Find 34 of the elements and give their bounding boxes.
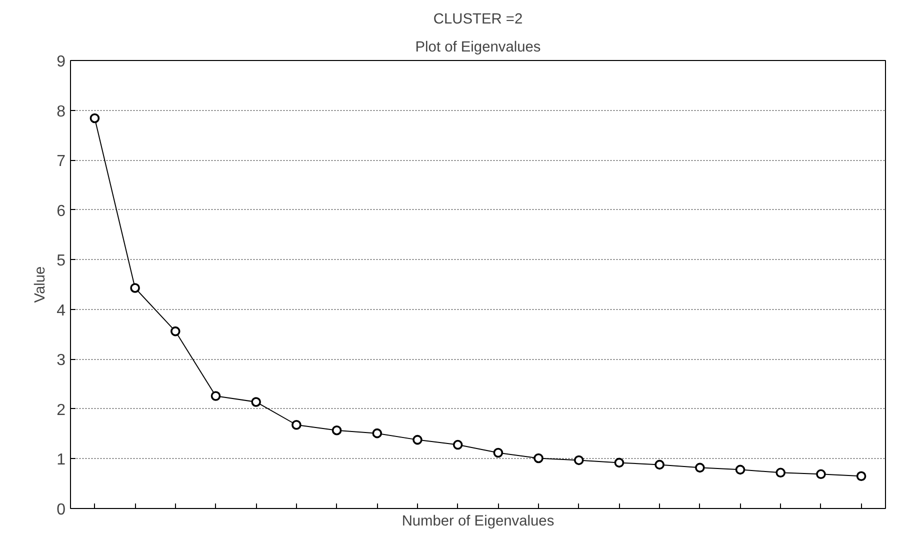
point bbox=[654, 460, 664, 470]
point bbox=[856, 471, 866, 482]
y-axis-title: Value bbox=[32, 266, 49, 303]
point bbox=[493, 448, 504, 458]
point bbox=[695, 462, 705, 473]
y-tick-label: 0 bbox=[56, 502, 66, 518]
point bbox=[170, 326, 180, 336]
point bbox=[735, 464, 746, 475]
point bbox=[372, 428, 382, 438]
x-axis-title: Number of Eigenvalues bbox=[402, 514, 554, 530]
y-tick-label: 5 bbox=[56, 252, 66, 270]
point bbox=[292, 420, 302, 430]
point bbox=[90, 113, 100, 124]
point bbox=[332, 425, 342, 436]
point bbox=[452, 440, 463, 450]
point bbox=[776, 468, 786, 478]
y-tick-label: 7 bbox=[56, 153, 66, 170]
point bbox=[130, 283, 140, 293]
point bbox=[210, 391, 221, 401]
y-tick-label: 2 bbox=[56, 402, 66, 419]
chart-subtitle: Plot of Eigenvalues bbox=[415, 40, 541, 56]
y-tick-label: 4 bbox=[56, 302, 66, 320]
y-tick-label: 8 bbox=[56, 103, 66, 120]
chart-title: CLUSTER =2 bbox=[433, 12, 523, 28]
y-tick-label: 1 bbox=[56, 452, 66, 469]
point bbox=[251, 397, 261, 407]
y-tick-label: 6 bbox=[56, 202, 66, 220]
y-tick-label: 3 bbox=[56, 352, 66, 370]
y-tick-label: 9 bbox=[56, 54, 66, 70]
point bbox=[816, 469, 826, 480]
point bbox=[412, 434, 422, 445]
point bbox=[614, 458, 624, 468]
point bbox=[534, 453, 544, 464]
point bbox=[574, 455, 584, 466]
